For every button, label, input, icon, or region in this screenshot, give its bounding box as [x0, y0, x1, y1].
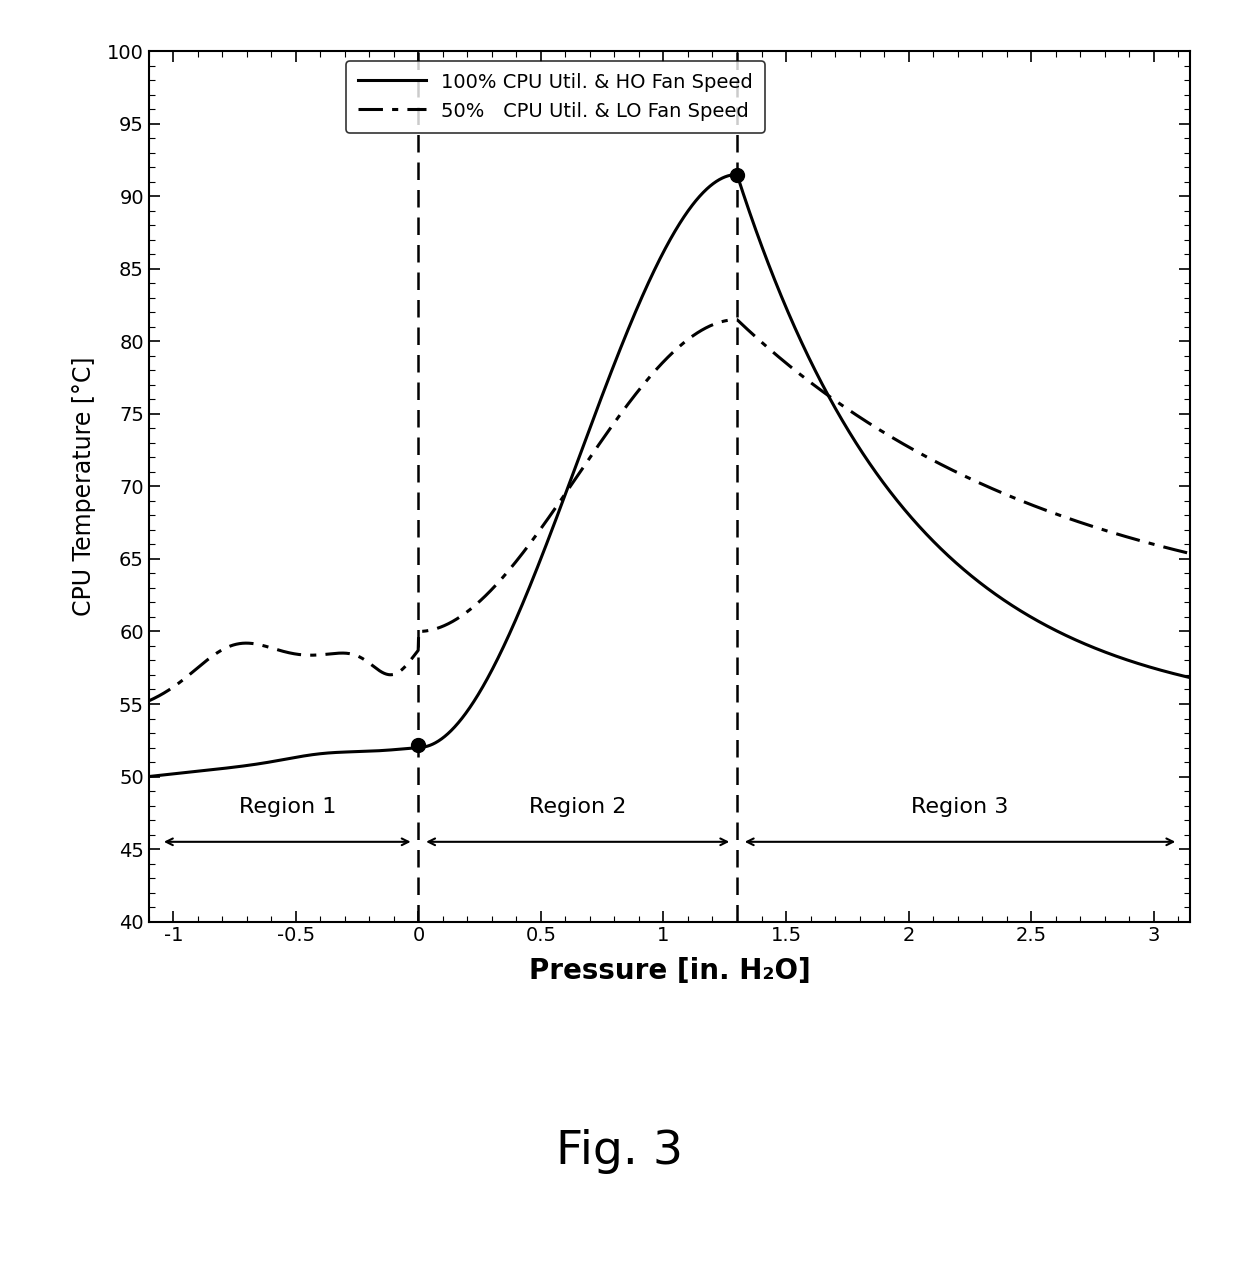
50%   CPU Util. & LO Fan Speed — [1183, 545, 1198, 561]
50%   CPU Util. & LO Fan Speed — [1153, 539, 1168, 554]
Text: Region 1: Region 1 — [238, 797, 336, 817]
X-axis label: Pressure [in. H₂O]: Pressure [in. H₂O] — [528, 956, 811, 984]
50%   CPU Util. & LO Fan Speed — [195, 657, 210, 672]
Line: 50%   CPU Util. & LO Fan Speed: 50% CPU Util. & LO Fan Speed — [149, 320, 1190, 701]
Y-axis label: CPU Temperature [°C]: CPU Temperature [°C] — [72, 357, 95, 616]
50%   CPU Util. & LO Fan Speed — [729, 312, 744, 328]
50%   CPU Util. & LO Fan Speed — [647, 364, 662, 379]
Text: Fig. 3: Fig. 3 — [557, 1129, 683, 1175]
100% CPU Util. & HO Fan Speed — [620, 323, 635, 338]
100% CPU Util. & HO Fan Speed — [1153, 662, 1168, 677]
100% CPU Util. & HO Fan Speed — [1183, 669, 1198, 685]
100% CPU Util. & HO Fan Speed — [195, 763, 210, 778]
50%   CPU Util. & LO Fan Speed — [141, 694, 156, 709]
Line: 100% CPU Util. & HO Fan Speed: 100% CPU Util. & HO Fan Speed — [149, 174, 1190, 777]
Legend: 100% CPU Util. & HO Fan Speed, 50%   CPU Util. & LO Fan Speed: 100% CPU Util. & HO Fan Speed, 50% CPU U… — [346, 61, 765, 133]
50%   CPU Util. & LO Fan Speed — [620, 397, 635, 412]
100% CPU Util. & HO Fan Speed — [141, 769, 156, 785]
Text: Region 2: Region 2 — [529, 797, 626, 817]
50%   CPU Util. & LO Fan Speed — [962, 471, 977, 486]
100% CPU Util. & HO Fan Speed — [1153, 663, 1168, 678]
100% CPU Util. & HO Fan Speed — [647, 261, 662, 276]
100% CPU Util. & HO Fan Speed — [729, 166, 744, 182]
Text: Region 3: Region 3 — [911, 797, 1008, 817]
100% CPU Util. & HO Fan Speed — [962, 567, 977, 582]
50%   CPU Util. & LO Fan Speed — [1153, 539, 1168, 554]
